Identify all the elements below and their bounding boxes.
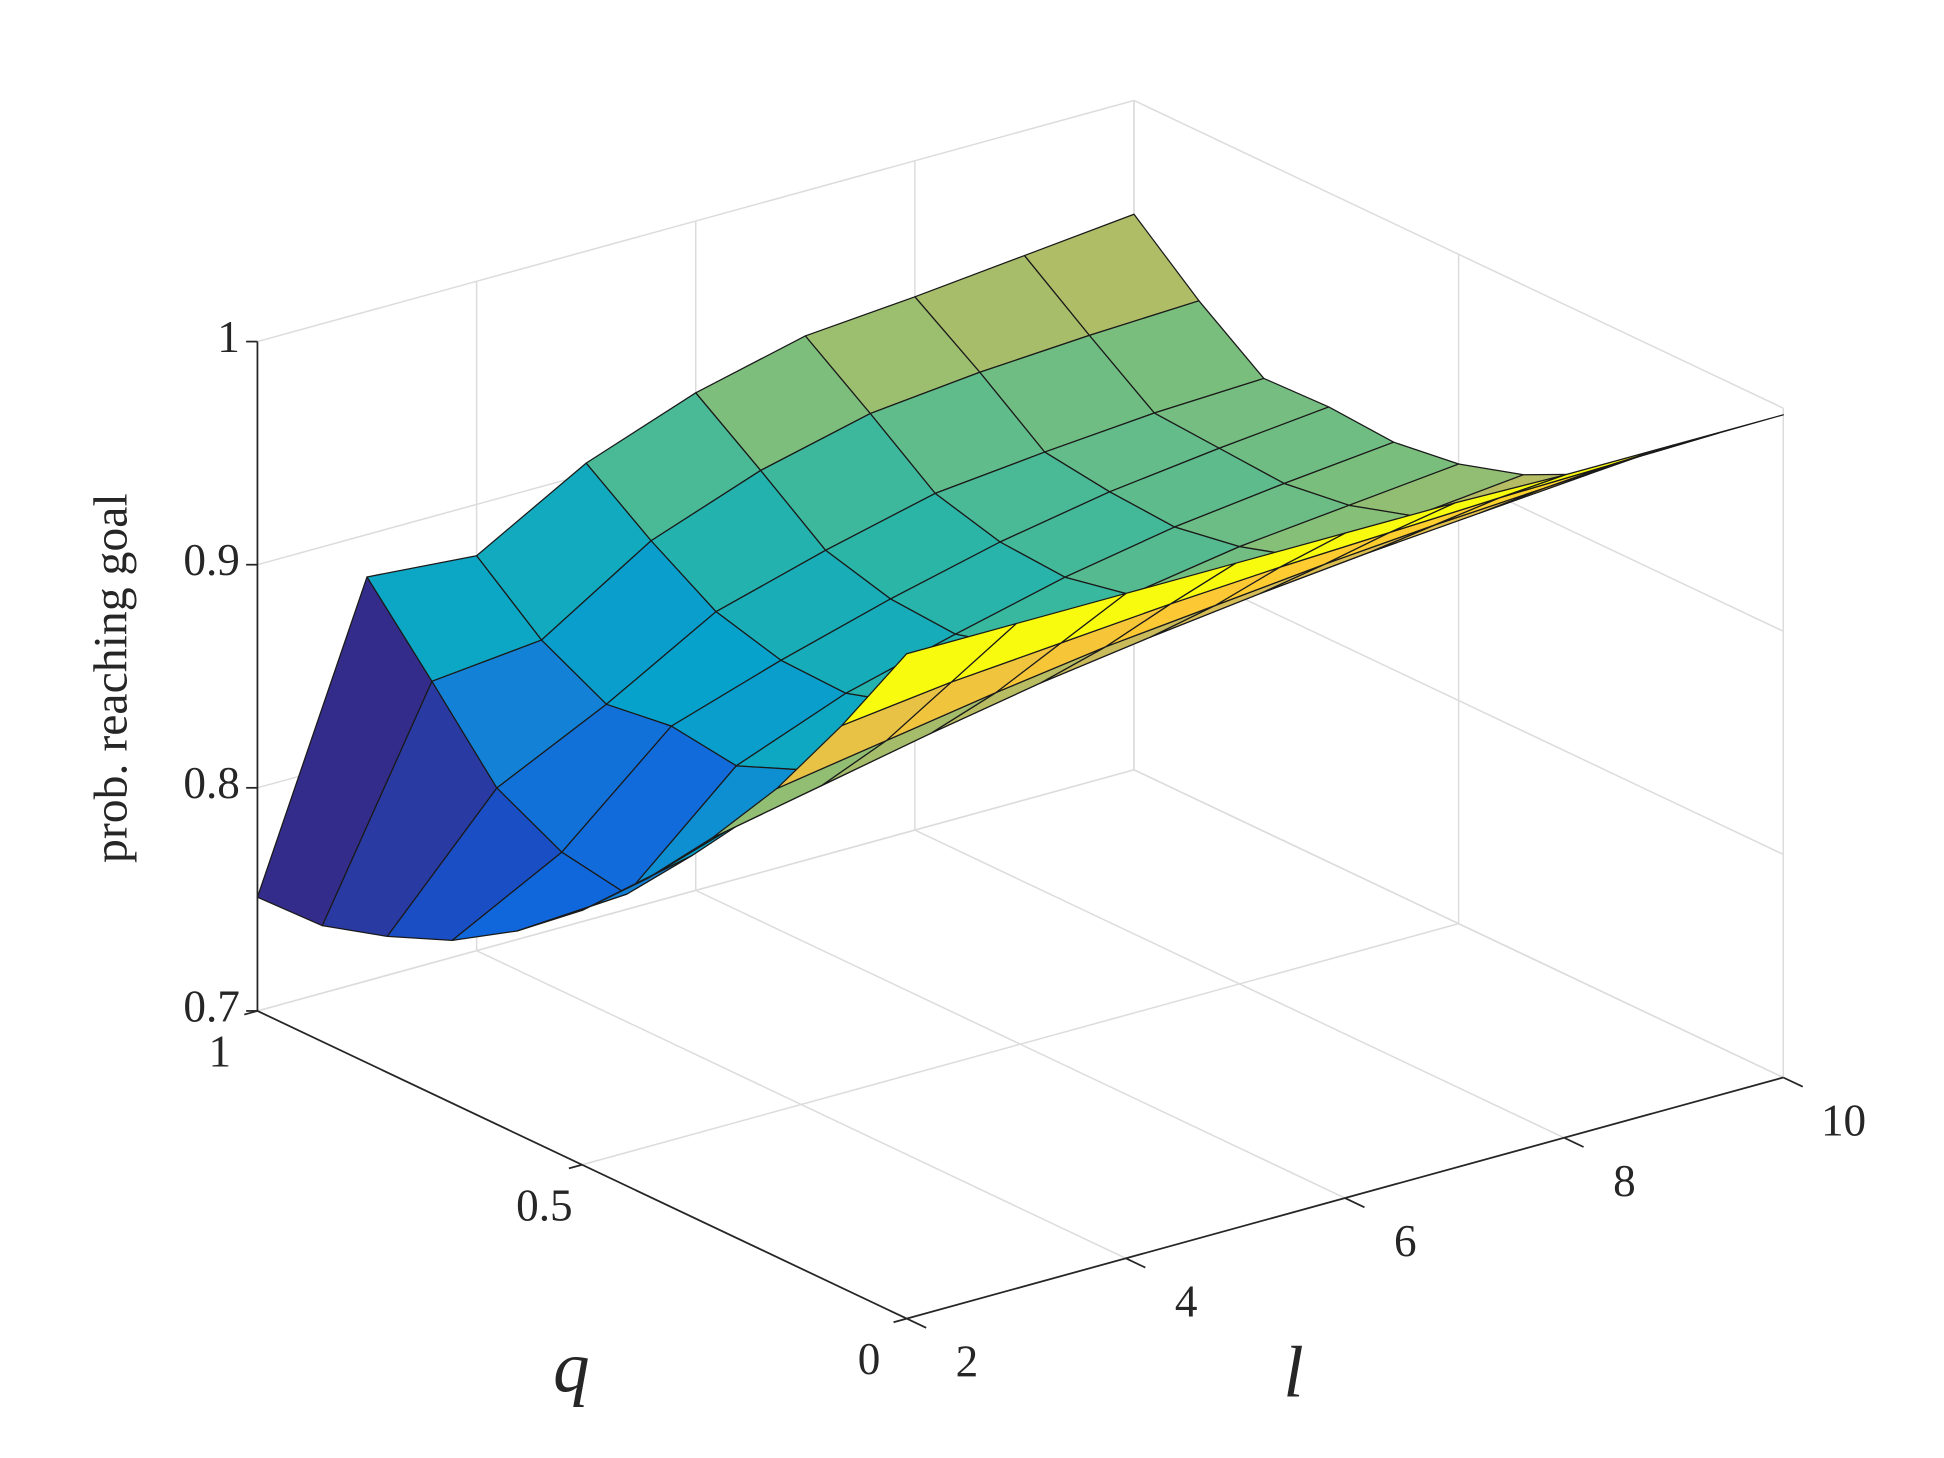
y-axis-label: q (553, 1326, 589, 1407)
y-tick-label: 1 (208, 1027, 231, 1077)
x-tick (1125, 1257, 1146, 1269)
grid-line (257, 769, 1135, 1012)
x-tick-label: 4 (1175, 1276, 1198, 1326)
grid-line (1133, 99, 1784, 409)
x-tick-label: 10 (1821, 1096, 1866, 1146)
grid-line (257, 99, 1135, 343)
x-tick (1782, 1076, 1804, 1088)
x-tick-label: 6 (1394, 1216, 1417, 1266)
grid-line (581, 922, 1459, 1166)
x-tick (906, 1317, 927, 1329)
z-tick-label: 0.8 (183, 758, 239, 808)
surface (256, 213, 1784, 941)
grid-line (1133, 769, 1784, 1079)
x-axis-label: l (1283, 1331, 1303, 1412)
surface-face (1498, 444, 1675, 499)
y-tick (568, 1163, 583, 1170)
surface-face (841, 622, 1017, 727)
y-tick-label: 0 (858, 1334, 881, 1384)
x-tick-label: 2 (956, 1337, 979, 1387)
z-tick-label: 0.7 (183, 981, 239, 1031)
x-tick-label: 8 (1613, 1156, 1636, 1206)
x-tick (1344, 1197, 1365, 1209)
y-tick (244, 1010, 258, 1016)
y-tick-label: 0.5 (516, 1180, 572, 1230)
y-tick (893, 1317, 907, 1324)
x-tick (1563, 1136, 1584, 1148)
z-tick-label: 0.9 (183, 535, 239, 585)
y-axis-line (257, 1010, 908, 1320)
z-tick-label: 1 (217, 312, 240, 362)
z-axis-label: prob. reaching goal (84, 493, 137, 863)
surface-face (1608, 414, 1784, 467)
